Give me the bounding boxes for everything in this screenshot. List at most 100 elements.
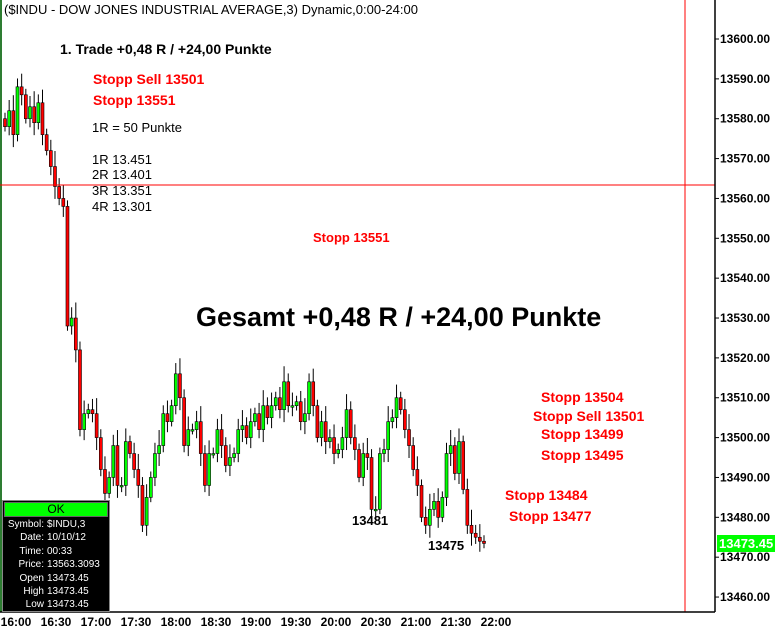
- candle-up: [248, 421, 253, 438]
- candle-down: [357, 449, 361, 478]
- candle-down: [136, 469, 141, 486]
- candle-down: [53, 166, 57, 187]
- r2-level: 2R 13.401: [92, 167, 152, 182]
- candle-down: [19, 86, 24, 96]
- left-border: [0, 0, 2, 612]
- info-row: Date: 10/10/12: [3, 531, 109, 544]
- price-tick-label: 13500.00: [720, 431, 770, 445]
- candle-down: [99, 437, 103, 470]
- candle-down: [3, 118, 7, 127]
- candle-down: [407, 429, 411, 446]
- candle-up: [457, 441, 461, 474]
- candle-down: [115, 445, 120, 486]
- candle-up: [340, 437, 345, 450]
- low-13475-label: 13475: [428, 538, 465, 553]
- candle-down: [473, 532, 478, 538]
- info-row: Low 13473.45: [3, 598, 109, 611]
- candle-down: [11, 110, 16, 135]
- candle-up: [448, 445, 453, 454]
- candle-up: [215, 429, 220, 454]
- time-tick-label: 21:30: [441, 615, 472, 629]
- price-tick-label: 13580.00: [720, 112, 770, 126]
- candle-up: [273, 397, 278, 407]
- candle-down: [78, 349, 82, 430]
- time-tick-label: 17:00: [81, 615, 112, 629]
- candle-down: [369, 457, 374, 510]
- candle-down: [278, 397, 282, 410]
- candle-down: [348, 409, 353, 438]
- candle-up: [153, 453, 157, 478]
- candle-up: [28, 106, 32, 120]
- candle-up: [232, 453, 236, 458]
- price-tick-label: 13490.00: [720, 470, 770, 484]
- candle-down: [40, 102, 45, 135]
- candle-down: [165, 413, 170, 422]
- candle-up: [111, 445, 116, 478]
- candle-up: [378, 453, 382, 510]
- time-tick-label: 18:30: [201, 615, 232, 629]
- stopp-13499-label: Stopp 13499: [541, 426, 624, 442]
- candle-down: [353, 437, 357, 450]
- candle-up: [269, 405, 274, 418]
- time-tick-label: 16:30: [41, 615, 72, 629]
- candle-up: [319, 421, 324, 438]
- candle-up: [303, 413, 307, 422]
- price-tick-label: 13470.00: [720, 550, 770, 564]
- time-tick-label: 20:30: [361, 615, 392, 629]
- ok-button[interactable]: OK: [4, 502, 108, 517]
- candles: [3, 73, 486, 552]
- candle-up: [261, 405, 266, 430]
- candle-down: [315, 405, 320, 438]
- candle-down: [140, 485, 145, 526]
- stopp-13484-label: Stopp 13484: [505, 487, 588, 503]
- candle-up: [148, 477, 153, 498]
- candle-up: [444, 453, 449, 498]
- candle-down: [90, 409, 95, 414]
- candle-up: [86, 409, 91, 414]
- candle-down: [219, 429, 224, 446]
- candle-down: [132, 453, 136, 470]
- candle-up: [382, 449, 386, 454]
- r-definition: 1R = 50 Punkte: [92, 120, 182, 135]
- chart-title: ($INDU - DOW JONES INDUSTRIAL AVERAGE,3)…: [4, 2, 418, 17]
- info-key: Price:: [18, 559, 44, 571]
- candle-down: [57, 186, 61, 199]
- candle-down: [411, 445, 415, 470]
- candle-up: [307, 381, 311, 414]
- candle-down: [461, 441, 465, 490]
- candle-up: [211, 453, 216, 456]
- candle-down: [223, 445, 228, 466]
- candle-down: [178, 373, 182, 399]
- last-price-tag: 13473.45: [717, 535, 775, 552]
- candle-down: [265, 405, 270, 418]
- price-tick-label: 13600.00: [720, 32, 770, 46]
- candle-down: [478, 536, 482, 542]
- info-key: Low: [25, 599, 44, 611]
- info-row: Time: 00:33: [3, 545, 109, 558]
- candle-up: [157, 445, 161, 454]
- candle-up: [328, 437, 332, 442]
- info-value: 13563.3093: [47, 559, 100, 571]
- candle-up: [36, 102, 41, 124]
- candle-down: [244, 425, 249, 438]
- info-row: Open 13473.45: [3, 572, 109, 585]
- stopp-mid-label: Stopp 13551: [313, 230, 390, 245]
- candle-down: [74, 317, 78, 351]
- candle-down: [198, 421, 203, 454]
- candle-up: [161, 413, 166, 446]
- total-result: Gesamt +0,48 R / +24,00 Punkte: [196, 302, 602, 332]
- candle-up: [119, 485, 124, 488]
- stopp-sell-2-label: Stopp Sell 13501: [533, 408, 645, 424]
- stopp-label: Stopp 13551: [93, 92, 176, 108]
- candle-up: [394, 397, 399, 418]
- candle-down: [61, 198, 66, 207]
- stopp-13495-label: Stopp 13495: [541, 447, 624, 463]
- time-tick-label: 19:00: [241, 615, 272, 629]
- price-tick-label: 13510.00: [720, 391, 770, 405]
- price-tick-label: 13460.00: [720, 590, 770, 604]
- price-tick-label: 13560.00: [720, 191, 770, 205]
- candle-up: [169, 405, 174, 422]
- candle-up: [282, 381, 286, 410]
- info-key: High: [23, 585, 44, 597]
